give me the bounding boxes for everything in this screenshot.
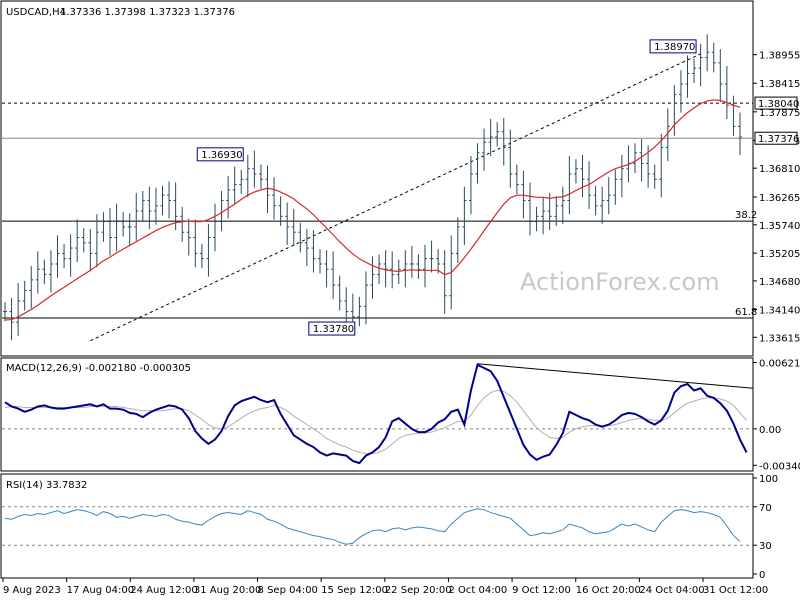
price-y-tick-label: 1.36810 <box>759 164 800 175</box>
price-y-tick-label: 1.37875 <box>759 108 800 119</box>
rsi-line <box>4 508 741 545</box>
x-tick-label: 31 Oct 12:00 <box>703 585 768 596</box>
price-level-label-box <box>649 39 697 54</box>
macd-line <box>4 363 748 465</box>
macd-y-tick-label: 0.006216 <box>759 358 800 369</box>
fib-level-label: 61.8 <box>735 307 757 318</box>
rsi-y-tick-label: 30 <box>759 541 772 552</box>
x-tick-label: 8 Sep 04:00 <box>258 585 318 596</box>
rsi-y-tick-label: 70 <box>759 503 772 514</box>
price-panel-ohlc: 1.37336 1.37398 1.37323 1.37376 <box>60 7 235 18</box>
x-tick-label: 22 Sep 20:00 <box>385 585 452 596</box>
price-y-tick-label: 1.38415 <box>759 79 800 90</box>
x-tick-label: 17 Aug 04:00 <box>67 585 134 596</box>
price-axis-marker-label: 1.38040 <box>758 99 799 110</box>
macd-signal-line <box>4 389 747 454</box>
price-y-tick-label: 1.35740 <box>759 221 800 232</box>
macd-trend-line <box>477 363 754 389</box>
x-tick-label: 24 Aug 12:00 <box>130 585 197 596</box>
price-level-label: 1.36930 <box>201 150 242 161</box>
price-axis-marker-box <box>754 131 798 145</box>
x-tick-label: 31 Aug 20:00 <box>194 585 261 596</box>
macd-panel-label: MACD(12,26,9) -0.002180 -0.000305 <box>6 363 191 374</box>
watermark: ActionForex.com <box>520 268 720 296</box>
moving-average-line <box>4 99 741 321</box>
macd-y-tick-label: -0.003407 <box>759 461 800 472</box>
price-y-tick-label: 1.36265 <box>759 193 800 204</box>
price-y-tick-label: 1.33615 <box>759 333 800 344</box>
price-y-tick-label: 1.38955 <box>759 51 800 62</box>
price-axis-marker-box <box>754 96 798 110</box>
macd-panel-frame <box>0 357 754 472</box>
price-y-tick-label: 1.35205 <box>759 249 800 260</box>
price-level-label-box <box>308 321 356 336</box>
macd-y-tick-label: 0.00 <box>759 425 781 436</box>
price-trend-line <box>90 53 701 342</box>
x-tick-label: 9 Aug 2023 <box>3 585 61 596</box>
rsi-panel-label: RSI(14) 33.7832 <box>6 480 87 491</box>
price-level-label-box <box>196 147 244 162</box>
price-level-label: 1.38970 <box>654 42 695 53</box>
rsi-panel-frame <box>0 473 754 579</box>
x-tick-label: 24 Oct 04:00 <box>639 585 704 596</box>
price-y-tick-label: 1.34140 <box>759 305 800 316</box>
x-tick-label: 9 Oct 12:00 <box>512 585 571 596</box>
x-tick-label: 16 Oct 20:00 <box>576 585 641 596</box>
x-tick-label: 2 Oct 04:00 <box>448 585 507 596</box>
price-y-tick-label: 1.34680 <box>759 277 800 288</box>
price-panel-title: USDCAD,H4 <box>6 7 66 18</box>
price-axis-marker-label: 1.37376 <box>758 134 799 145</box>
rsi-y-tick-label: 0 <box>759 570 765 581</box>
rsi-y-tick-label: 100 <box>759 474 778 485</box>
price-level-label: 1.33780 <box>313 324 354 335</box>
fib-level-label: 38.2 <box>735 210 757 221</box>
price-panel-frame <box>0 0 754 357</box>
x-tick-label: 15 Sep 12:00 <box>321 585 388 596</box>
